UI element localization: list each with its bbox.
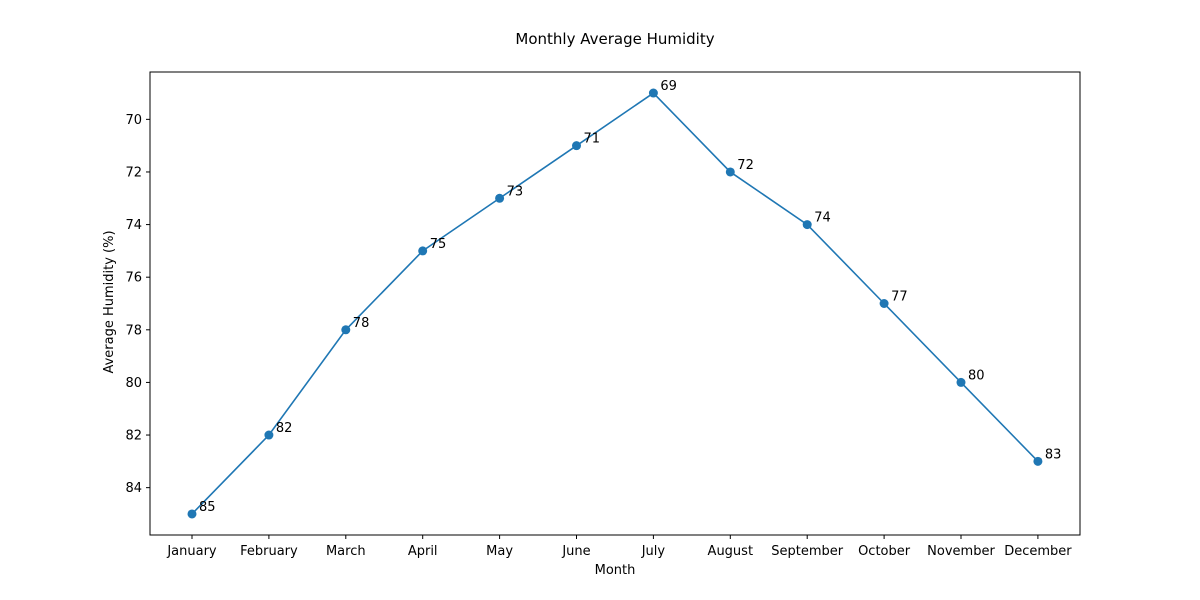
x-tick-label: May <box>486 544 513 559</box>
series-line <box>191 92 1039 515</box>
x-tick-label: April <box>408 544 438 559</box>
y-tick-label: 72 <box>125 165 142 180</box>
x-tick-label: February <box>240 544 298 559</box>
x-tick-label: August <box>708 544 754 559</box>
data-label: 82 <box>276 421 293 436</box>
y-tick-label: 76 <box>125 271 142 286</box>
data-point <box>572 141 581 151</box>
chart-title: Monthly Average Humidity <box>515 30 714 48</box>
data-point <box>264 430 274 440</box>
x-tick-label: July <box>641 544 666 559</box>
y-axis-label: Average Humidity (%) <box>102 230 117 373</box>
x-tick-label: June <box>561 544 590 559</box>
x-tick-label: October <box>858 544 911 559</box>
data-label: 85 <box>199 500 216 515</box>
data-label: 74 <box>814 211 831 226</box>
data-point <box>187 509 197 519</box>
y-tick-label: 74 <box>125 218 142 233</box>
data-point <box>495 193 505 203</box>
data-point <box>418 246 428 256</box>
data-point <box>1033 456 1043 466</box>
x-tick-label: November <box>927 544 995 559</box>
y-tick-label: 78 <box>125 323 142 338</box>
data-label: 78 <box>353 316 370 331</box>
x-tick-label: March <box>326 544 366 559</box>
x-tick-label: January <box>166 544 217 559</box>
data-label: 69 <box>660 79 677 94</box>
data-label: 72 <box>737 158 754 173</box>
data-point <box>956 377 966 387</box>
data-point <box>802 220 812 230</box>
plot-frame <box>149 71 1081 536</box>
data-label: 75 <box>430 237 447 252</box>
data-point <box>725 167 735 177</box>
data-label: 80 <box>968 368 985 383</box>
data-label: 71 <box>584 132 601 147</box>
y-tick-label: 70 <box>125 113 142 128</box>
data-point <box>879 299 889 308</box>
data-label: 73 <box>507 184 524 199</box>
data-label: 77 <box>891 290 908 305</box>
x-axis-label: Month <box>595 563 636 578</box>
x-tick-label: September <box>771 544 844 559</box>
y-tick-label: 82 <box>125 429 142 444</box>
y-tick-label: 80 <box>125 376 142 391</box>
y-tick-label: 84 <box>125 481 142 496</box>
data-point <box>648 88 658 98</box>
data-label: 83 <box>1045 447 1062 462</box>
plot-area: 70 72 74 76 78 80 82 84 January February March Apri… <box>125 71 1081 559</box>
data-point <box>341 325 351 335</box>
x-tick-label: December <box>1004 544 1072 559</box>
